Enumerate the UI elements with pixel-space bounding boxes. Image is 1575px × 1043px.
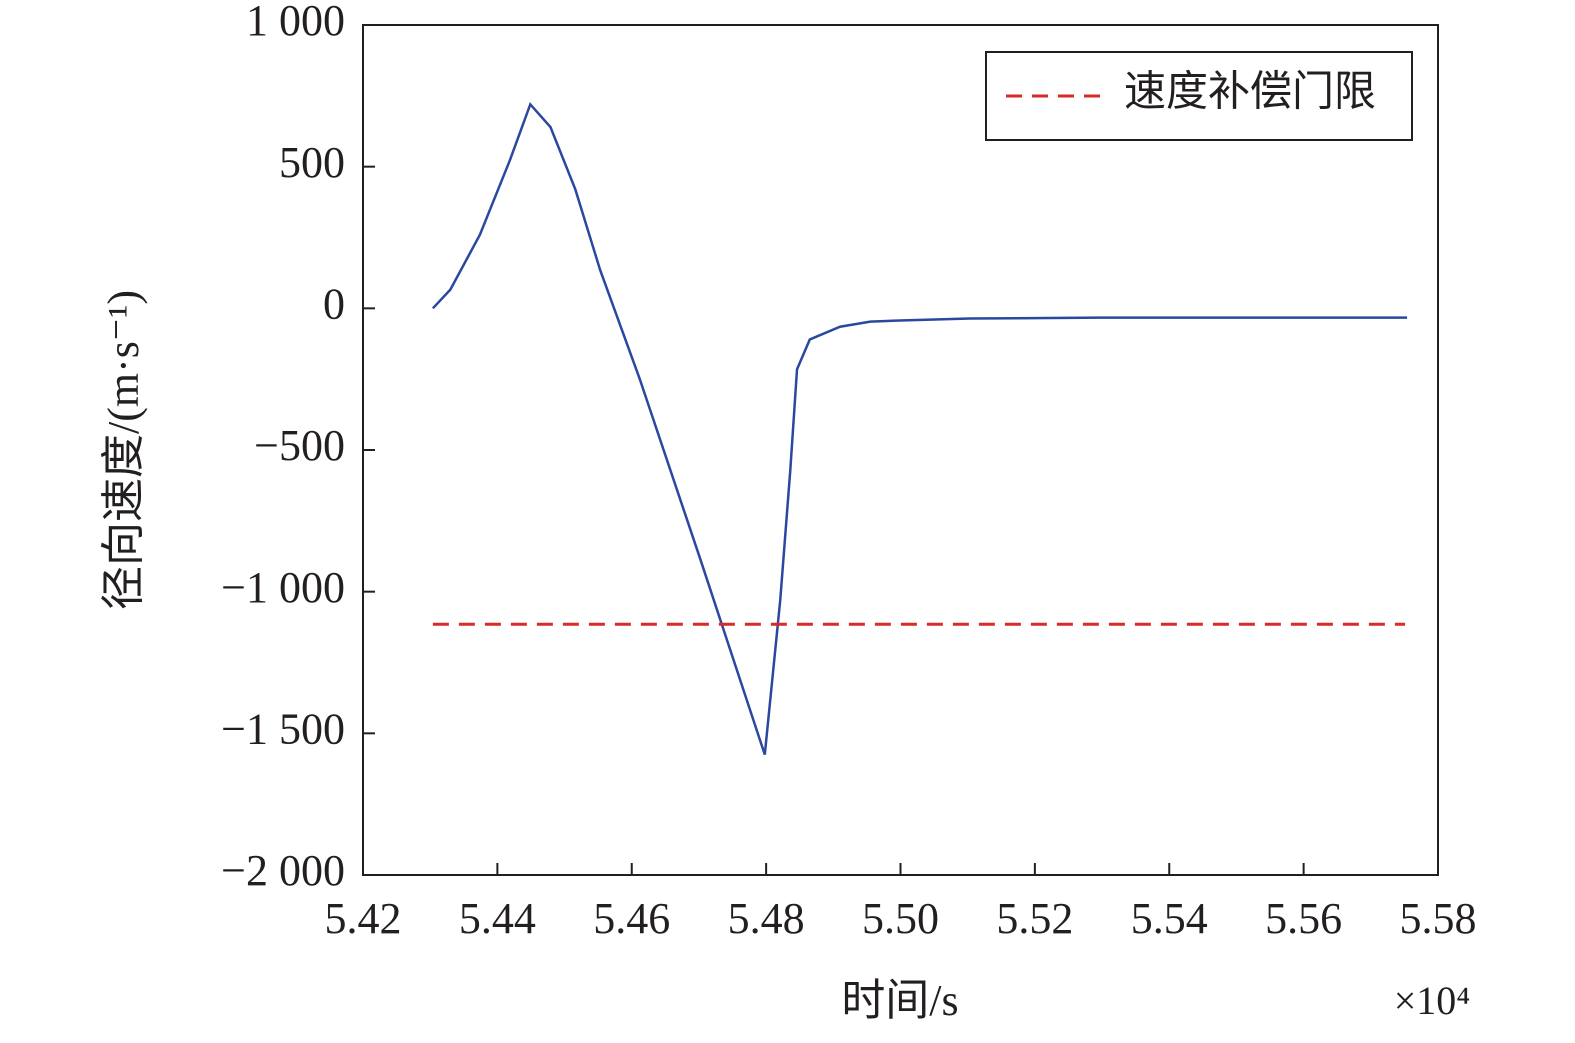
y-tick-label: −500 — [254, 421, 345, 470]
x-tick-label: 5.46 — [593, 894, 670, 943]
y-tick-label: −1 500 — [221, 704, 345, 753]
y-tick-label: 1 000 — [246, 0, 345, 45]
y-tick-label: 500 — [279, 138, 345, 187]
x-tick-label: 5.56 — [1265, 894, 1342, 943]
x-axis-label: 时间/s — [841, 976, 958, 1025]
y-tick-label: −1 000 — [221, 563, 345, 612]
data-line — [431, 101, 1408, 755]
x-tick-label: 5.58 — [1400, 894, 1477, 943]
x-scale-label: ×10⁴ — [1394, 978, 1471, 1023]
x-tick-label: 5.54 — [1131, 894, 1208, 943]
y-tick-label: 0 — [323, 279, 345, 328]
x-tick-label: 5.48 — [728, 894, 805, 943]
x-tick-label: 5.50 — [862, 894, 939, 943]
legend-label: 速度补偿门限 — [1124, 70, 1376, 116]
plot-frame — [362, 24, 1439, 876]
x-tick-label: 5.52 — [996, 894, 1073, 943]
legend-box — [985, 51, 1413, 141]
y-tick-label: −2 000 — [221, 846, 345, 895]
x-tick-label: 5.44 — [459, 894, 536, 943]
y-axis-label: 径向速度/(m·s⁻¹) — [99, 290, 148, 610]
x-tick-label: 5.42 — [325, 894, 402, 943]
